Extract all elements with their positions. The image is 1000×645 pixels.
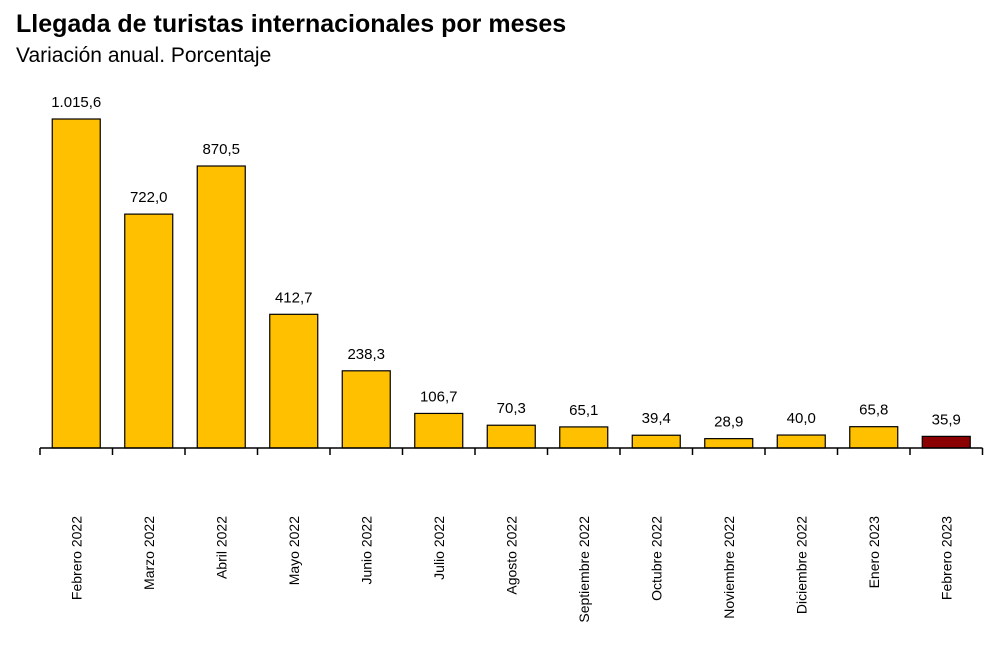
x-tick-label: Septiembre 2022 [576, 516, 592, 623]
data-label: 870,5 [202, 141, 240, 158]
x-tick-label: Abril 2022 [213, 516, 229, 579]
x-tick-label: Junio 2022 [358, 516, 374, 585]
bar [486, 424, 536, 449]
data-label: 412,7 [275, 289, 313, 306]
bar [341, 370, 391, 449]
data-labels-layer: 1.015,6 722,0 870,5 412,7 238,3 106,7 70,3 65,1… [51, 94, 961, 431]
x-tick-label: Febrero 2023 [938, 516, 954, 600]
x-tick-label: Agosto 2022 [503, 516, 519, 595]
bar [704, 438, 754, 449]
x-tick-labels-layer: Febrero 2022 Marzo 2022 Abril 2022 Mayo 202… [68, 516, 954, 623]
bar [51, 118, 101, 449]
bar [414, 412, 464, 449]
data-label: 40,0 [787, 410, 816, 427]
bar [921, 435, 971, 449]
x-tick-label: Noviembre 2022 [721, 516, 737, 619]
data-label: 238,3 [347, 346, 385, 363]
data-label: 35,9 [932, 411, 961, 428]
bar [559, 426, 609, 449]
data-label: 1.015,6 [51, 94, 101, 111]
data-label: 65,8 [859, 402, 888, 419]
x-tick-label: Enero 2023 [866, 516, 882, 589]
bar [124, 213, 174, 449]
x-tick-label: Febrero 2022 [68, 516, 84, 600]
x-tick-label: Julio 2022 [431, 516, 447, 580]
x-tick-label: Mayo 2022 [286, 516, 302, 585]
data-label: 106,7 [420, 388, 458, 405]
bar [269, 313, 319, 449]
x-tick-label: Diciembre 2022 [793, 516, 809, 614]
bar [196, 165, 246, 449]
data-label: 722,0 [130, 189, 168, 206]
data-label: 39,4 [642, 410, 671, 427]
data-label: 70,3 [497, 400, 526, 417]
chart-title: Llegada de turistas internacionales por … [16, 10, 567, 38]
x-tick-label: Marzo 2022 [141, 516, 157, 590]
bar [776, 434, 826, 449]
bar [631, 434, 681, 449]
chart-subtitle: Variación anual. Porcentaje [16, 44, 272, 67]
data-label: 65,1 [569, 402, 598, 419]
x-axis [39, 447, 984, 455]
data-label: 28,9 [714, 414, 743, 431]
x-tick-label: Octubre 2022 [648, 516, 664, 601]
bars-layer [51, 118, 971, 449]
bar [849, 426, 899, 449]
